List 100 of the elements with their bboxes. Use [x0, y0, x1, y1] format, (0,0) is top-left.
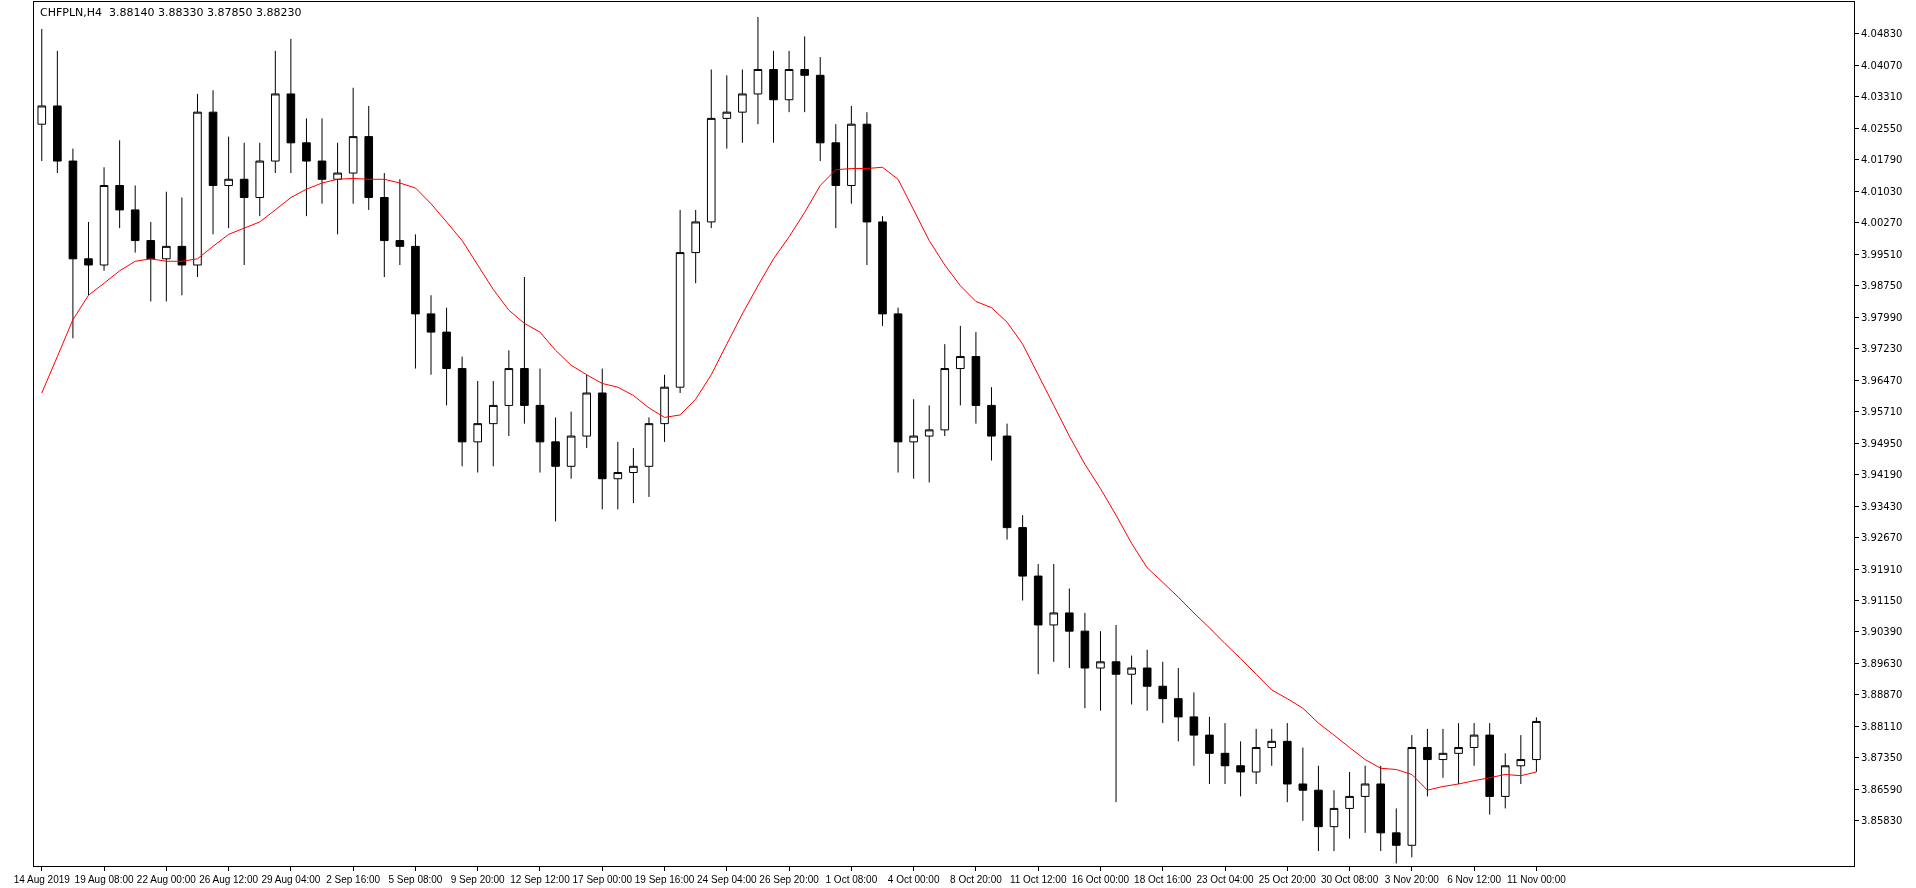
- candlestick: [1080, 612, 1090, 709]
- y-tick-label: 3.86590: [1861, 783, 1903, 795]
- candlestick: [675, 209, 685, 394]
- candlestick: [566, 411, 576, 480]
- candlestick: [987, 386, 996, 462]
- candlestick: [1298, 747, 1308, 822]
- y-tick-label: 3.85830: [1861, 815, 1903, 827]
- candlestick: [1469, 722, 1479, 767]
- candlestick: [660, 374, 669, 443]
- x-tick-label: 5 Sep 08:00: [388, 874, 443, 885]
- x-tick-label: 26 Aug 12:00: [199, 874, 259, 885]
- candlestick: [691, 209, 700, 284]
- y-tick-label: 3.94950: [1861, 437, 1903, 449]
- candlestick: [784, 50, 794, 113]
- y-tick-label: 3.89630: [1861, 657, 1903, 669]
- x-tick-label: 16 Oct 00:00: [1071, 874, 1130, 885]
- x-tick-label: 26 Sep 20:00: [759, 874, 820, 885]
- y-tick-label: 4.04070: [1861, 59, 1903, 71]
- candlestick: [37, 28, 47, 162]
- x-tick-label: 4 Oct 00:00: [887, 874, 940, 885]
- candlestick: [706, 69, 716, 229]
- candlestick: [1532, 716, 1541, 773]
- candlestick: [878, 215, 887, 327]
- x-tick-label: 11 Oct 12:00: [1009, 874, 1067, 885]
- candlestick: [629, 447, 638, 504]
- candlestick: [1002, 423, 1012, 541]
- x-tick-label: 18 Oct 16:00: [1134, 874, 1192, 885]
- candlestick: [1251, 728, 1261, 785]
- y-tick-label: 3.91910: [1861, 563, 1903, 575]
- y-tick-label: 3.94190: [1861, 469, 1903, 481]
- y-tick-label: 3.97230: [1861, 343, 1903, 355]
- y-tick-label: 3.91150: [1861, 595, 1903, 606]
- y-tick-label: 4.03310: [1861, 91, 1903, 103]
- y-tick-label: 4.02550: [1861, 122, 1903, 134]
- y-tick-label: 4.00270: [1861, 217, 1903, 229]
- candlestick: [1314, 765, 1323, 852]
- x-tick-label: 12 Sep 12:00: [510, 874, 571, 885]
- y-tick-label: 3.95710: [1861, 406, 1903, 418]
- candlestick: [130, 184, 140, 254]
- candlestick: [395, 178, 405, 266]
- candlestick: [1065, 587, 1074, 669]
- candlestick: [379, 172, 389, 278]
- candlestick: [1438, 728, 1448, 779]
- candlestick: [1423, 728, 1432, 797]
- x-tick-label: 9 Sep 20:00: [450, 874, 506, 885]
- y-tick-label: 4.01030: [1861, 185, 1903, 197]
- candlestick: [239, 142, 249, 266]
- x-tick-label: 6 Nov 12:00: [1447, 874, 1502, 885]
- x-tick-label: 19 Sep 16:00: [634, 874, 695, 885]
- candlestick: [115, 139, 124, 229]
- candlestick: [1345, 771, 1354, 840]
- candlestick: [1220, 722, 1230, 785]
- candlestick: [940, 343, 950, 437]
- candlestick: [302, 117, 311, 217]
- candlestick: [1329, 789, 1339, 852]
- x-tick-label: 22 Aug 00:00: [136, 874, 197, 885]
- candlestick: [1033, 563, 1043, 675]
- candlestick: [956, 325, 965, 406]
- candlestick: [644, 416, 654, 498]
- candlestick: [68, 148, 78, 339]
- candlestick: [348, 87, 358, 205]
- candlestick: [317, 117, 327, 205]
- x-tick-label: 25 Oct 20:00: [1258, 874, 1317, 885]
- candlestick: [738, 69, 747, 144]
- candlestick: [1407, 734, 1417, 858]
- candlestick: [1485, 722, 1494, 816]
- candlestick: [520, 276, 529, 425]
- candlestick: [1127, 655, 1136, 705]
- candlestick: [862, 111, 872, 266]
- candlestick: [224, 136, 233, 229]
- x-tick-label: 3 Nov 20:00: [1384, 874, 1440, 885]
- y-tick-label: 3.88110: [1861, 720, 1903, 732]
- candlestick: [457, 356, 467, 467]
- y-tick-label: 3.93430: [1861, 500, 1903, 512]
- candlestick: [99, 166, 109, 272]
- y-tick-label: 4.04830: [1861, 28, 1903, 40]
- candlestick: [504, 349, 514, 437]
- candlestick: [473, 380, 483, 474]
- candlestick: [1049, 563, 1059, 663]
- candlestick: [286, 38, 296, 174]
- candlestick: [597, 368, 607, 510]
- candlestick: [1391, 807, 1401, 865]
- y-tick-label: 3.90390: [1861, 626, 1903, 638]
- candlestick: [551, 416, 560, 522]
- candlestick: [411, 233, 420, 370]
- candlestick: [1454, 722, 1463, 785]
- candlestick: [582, 374, 592, 449]
- candlestick: [769, 50, 778, 144]
- candlestick: [800, 35, 809, 113]
- candlestick: [488, 380, 498, 467]
- candlestick: [162, 191, 171, 302]
- candlestick: [1142, 649, 1152, 712]
- x-tick-label: 14 Aug 2019: [13, 874, 71, 885]
- candlestick: [1158, 661, 1168, 724]
- candlestick: [1174, 667, 1183, 742]
- candlestick: [364, 105, 374, 211]
- candlestick: [1111, 624, 1121, 803]
- y-tick-label: 4.01790: [1861, 154, 1903, 166]
- x-tick-label: 8 Oct 20:00: [950, 874, 1003, 885]
- candlestick: [333, 142, 342, 235]
